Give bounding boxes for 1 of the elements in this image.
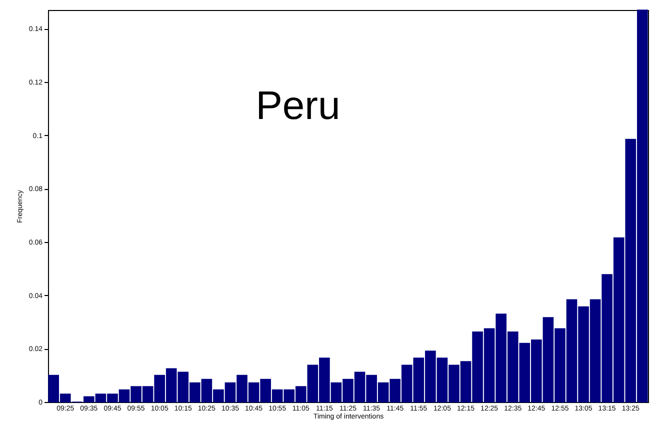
- text: Peru: [256, 84, 340, 128]
